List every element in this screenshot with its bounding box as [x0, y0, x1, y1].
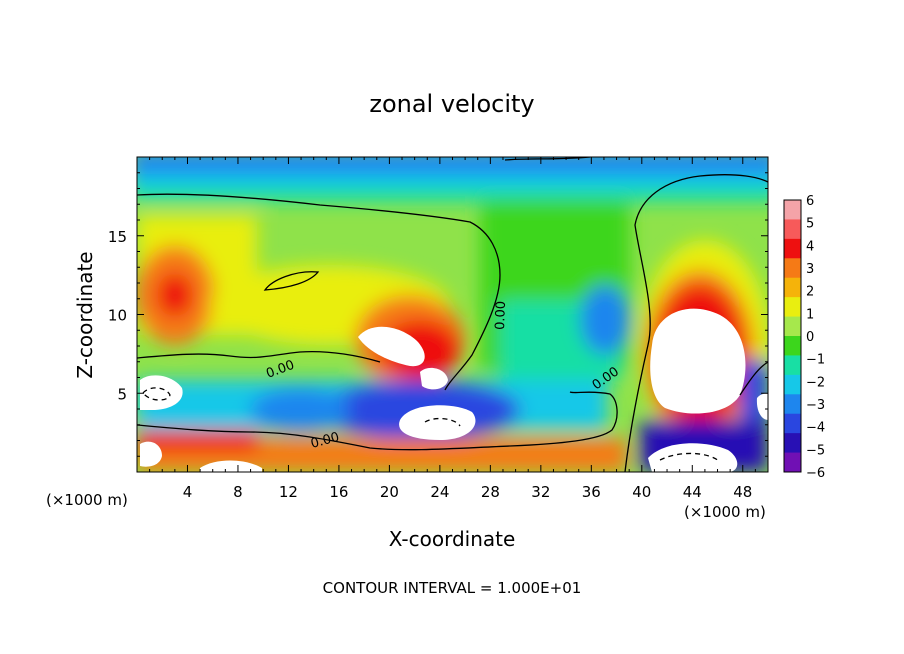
saturated-region [650, 308, 746, 414]
x-tick-label: 48 [733, 483, 752, 501]
contour-label: 0.00 [309, 430, 341, 452]
contour-line [263, 271, 320, 291]
colorbar-tick-label: −4 [806, 421, 825, 436]
y-axis-label: Z-coordinate [73, 251, 97, 378]
x-tick-label: 8 [233, 483, 243, 501]
colorbar-swatch [784, 316, 801, 337]
colorbar-frame [783, 199, 802, 473]
field-region [580, 285, 630, 355]
field-region [157, 273, 193, 317]
colorbar-tick-label: −5 [806, 443, 825, 458]
colorbar-tick-label: −2 [806, 375, 825, 390]
saturated-region [648, 443, 738, 472]
plot-area [137, 157, 768, 472]
colorbar-swatch [784, 452, 801, 473]
colorbar-swatch [784, 413, 801, 434]
colorbar-swatch [784, 200, 801, 220]
x-tick-label: 44 [683, 483, 702, 501]
y-tick-label: 10 [108, 307, 127, 325]
x-tick-label: 20 [380, 483, 399, 501]
saturated-region [140, 375, 183, 410]
x-axis-label: X-coordinate [389, 527, 516, 551]
colorbar-tick-label: 4 [806, 239, 814, 254]
colorbar-tick-label: 3 [806, 262, 814, 277]
x-tick-label: 32 [531, 483, 550, 501]
colorbar-swatch [784, 433, 801, 454]
colorbar-swatch [784, 258, 801, 279]
colorbar-swatch [784, 297, 801, 318]
saturated-region [358, 326, 425, 367]
chart-title: zonal velocity [369, 90, 534, 118]
field-region [137, 157, 768, 174]
field-region [137, 188, 768, 202]
colorbar-tick-label: −3 [806, 398, 825, 413]
contour-interval-footer: CONTOUR INTERVAL = 1.000E+01 [323, 579, 582, 597]
saturated-region [756, 393, 768, 420]
colorbar-tick-label: −1 [806, 353, 825, 368]
colorbar-swatch [784, 277, 801, 298]
x-tick-label: 16 [329, 483, 348, 501]
colorbar-tick-label: 0 [806, 330, 814, 345]
saturated-region [399, 405, 476, 440]
field-region [137, 174, 768, 188]
x-tick-label: 12 [279, 483, 298, 501]
x-unit-left: (×1000 m) [46, 491, 128, 509]
x-axis: 4 8 12 16 20 24 28 32 36 40 44 48 [149, 157, 756, 501]
x-tick-label: 28 [481, 483, 500, 501]
colorbar-tick-label: −6 [806, 466, 825, 481]
field-region [137, 430, 257, 450]
zero-contours [137, 157, 768, 472]
x-tick-label: 40 [632, 483, 651, 501]
contour-line [137, 350, 381, 363]
colorbar-swatch [784, 374, 801, 395]
x-tick-label: 36 [582, 483, 601, 501]
x-tick-label: 4 [183, 483, 193, 501]
contour-line [504, 157, 591, 161]
colorbar-tick-label: 1 [806, 307, 814, 322]
saturated-region [140, 441, 162, 467]
contour-line [624, 174, 768, 472]
colorbar-swatch [784, 219, 801, 240]
colorbar-swatch [784, 336, 801, 356]
colorbar-swatch [784, 355, 801, 376]
y-axis: 5 10 15 [108, 172, 768, 457]
contour-line [137, 193, 501, 391]
x-tick-label: 24 [430, 483, 449, 501]
y-tick-label: 5 [117, 385, 127, 403]
contour-label: 0.00 [493, 301, 509, 330]
y-tick-label: 15 [108, 228, 127, 246]
contour-line [739, 361, 768, 396]
contour-line [137, 391, 618, 451]
contour-line [424, 417, 461, 427]
colorbar-tick-label: 5 [806, 217, 814, 232]
saturated-region [200, 460, 262, 472]
contour-line [142, 387, 171, 401]
contour-line [659, 452, 721, 463]
field-region [250, 388, 350, 432]
colorbar: 6 5 4 3 2 1 0 −1 −2 −3 −4 −5 −6 [783, 194, 825, 481]
colorbar-swatch [784, 394, 801, 415]
colorbar-swatch [784, 238, 801, 259]
colorbar-tick-label: 6 [806, 194, 814, 209]
x-unit-right: (×1000 m) [684, 503, 766, 521]
saturated-region [420, 367, 448, 390]
colorbar-tick-label: 2 [806, 285, 814, 300]
